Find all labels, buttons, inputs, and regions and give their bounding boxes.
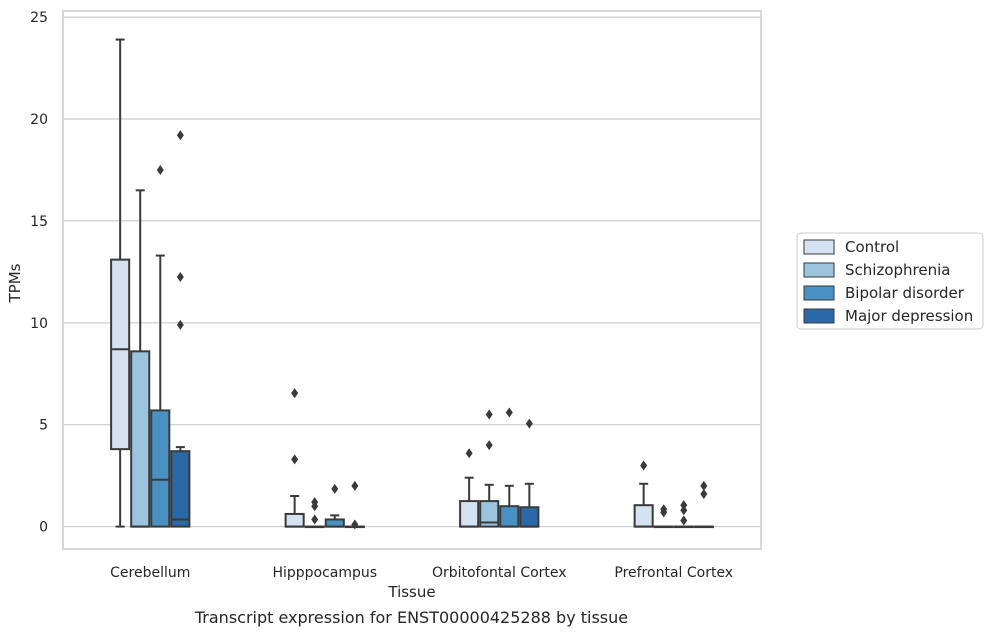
outlier-point [291, 454, 299, 465]
legend-swatch [803, 308, 835, 324]
outlier-point [640, 460, 648, 471]
box-2-1 [479, 409, 500, 528]
box-body [284, 512, 305, 528]
y-tick-label: 5 [39, 418, 48, 434]
legend-entry-label: Control [845, 238, 899, 256]
outlier-point [176, 271, 184, 282]
box-1-1 [304, 497, 325, 529]
outlier-point [351, 519, 359, 530]
box-body [459, 500, 480, 528]
y-tick-label: 20 [30, 112, 48, 128]
box-3-3 [693, 480, 714, 529]
box-body [170, 450, 191, 528]
box-3-1 [653, 504, 674, 529]
y-axis-label: TPMs [6, 263, 24, 303]
box-1-3 [344, 480, 365, 530]
outlier-point [311, 497, 319, 508]
box-1-0 [284, 388, 305, 528]
box-body [499, 505, 520, 528]
boxes [110, 38, 714, 530]
box-body [110, 258, 131, 451]
outlier-point [465, 448, 473, 459]
box-0-1 [130, 189, 151, 528]
legend-swatch [803, 285, 835, 301]
legend-swatch [803, 239, 835, 255]
outlier-point [291, 388, 299, 399]
box-body [130, 350, 151, 528]
legend-entry-label: Bipolar disorder [845, 284, 965, 302]
x-axis-label: Tissue [387, 583, 435, 601]
outlier-point [331, 483, 339, 494]
x-tick-label: Hipppocampus [272, 565, 377, 581]
y-axis-ticks: 0 5 10 15 20 25 [30, 10, 48, 535]
outlier-point [680, 500, 688, 511]
outlier-point [505, 407, 513, 418]
box-2-3 [519, 418, 540, 528]
outlier-point [700, 488, 708, 499]
outlier-point [176, 319, 184, 330]
x-axis-ticks: Cerebellum Hipppocampus Orbitofontal Corte… [110, 565, 733, 581]
legend-entry-label: Major depression [845, 307, 973, 325]
y-tick-label: 10 [30, 316, 48, 332]
x-tick-label: Prefrontal Cortex [614, 565, 733, 581]
box-body [519, 506, 540, 528]
outlier-point [156, 164, 164, 175]
outlier-point [700, 480, 708, 491]
legend-frame [796, 232, 984, 330]
outlier-point [680, 505, 688, 516]
outlier-point [311, 514, 319, 525]
outlier-point [485, 409, 493, 420]
box-0-0 [110, 38, 131, 528]
box-2-2 [499, 407, 520, 528]
outlier-point [680, 515, 688, 526]
x-tick-label: Cerebellum [110, 565, 190, 581]
box-body [479, 500, 500, 528]
legend-entry-label: Schizophrenia [845, 261, 950, 279]
box-body [150, 409, 171, 528]
box-body [324, 518, 345, 528]
x-tick-label: Orbitofontal Cortex [432, 565, 567, 581]
outlier-point [485, 440, 493, 451]
plot-area-frame [62, 10, 762, 550]
box-0-2 [150, 164, 171, 528]
outlier-point [176, 130, 184, 141]
outlier-point [660, 504, 668, 515]
box-1-2 [324, 483, 345, 528]
y-tick-label: 15 [30, 214, 48, 230]
box-3-0 [633, 460, 654, 528]
legend: Control Schizophrenia Bipolar disorder Majo… [796, 232, 984, 330]
box-3-2 [673, 500, 694, 529]
outlier-point [351, 480, 359, 491]
y-tick-label: 25 [30, 10, 48, 26]
chart-caption: Transcript expression for ENST0000042528… [194, 608, 629, 627]
legend-swatch [803, 262, 835, 278]
box-2-0 [459, 448, 480, 528]
y-tick-label: 0 [39, 520, 48, 536]
box-0-3 [170, 130, 191, 528]
outlier-point [525, 418, 533, 429]
box-body [633, 504, 654, 528]
